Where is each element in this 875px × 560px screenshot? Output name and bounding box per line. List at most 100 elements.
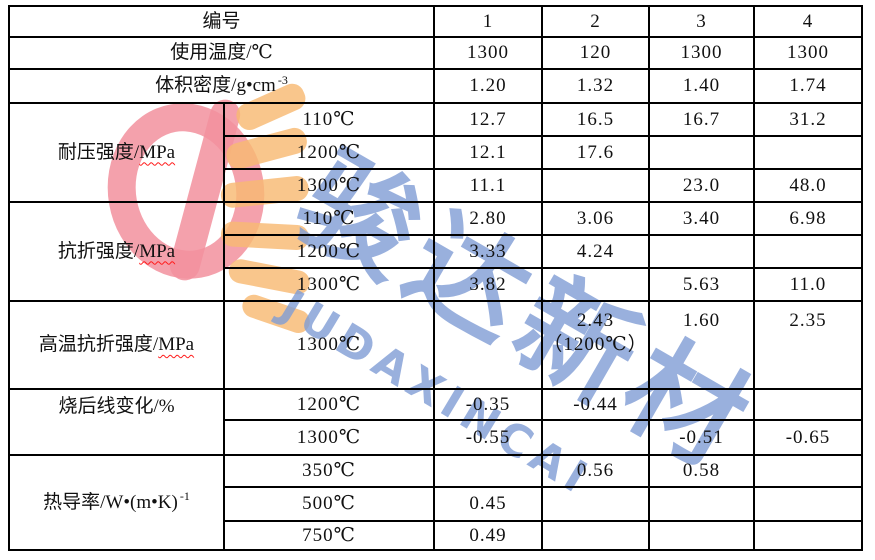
value-cell [753, 486, 864, 522]
value-note: （1200℃） [543, 333, 648, 355]
value-cell: 1.60 [648, 300, 756, 390]
unit-text-spellchecked: MPa [139, 240, 176, 262]
value-cell: -0.44 [541, 388, 651, 421]
value-cell: 5.63 [648, 267, 756, 302]
value-cell: 120 [541, 36, 651, 70]
table-row: 体积密度/g•cm -3 1.20 1.32 1.40 1.74 [7, 68, 864, 104]
value-cell: 12.7 [433, 102, 544, 137]
value-cell: 11.1 [433, 168, 544, 203]
value-cell: 2.35 [753, 300, 864, 390]
value-cell [648, 520, 756, 551]
temp-cell: 1200℃ [222, 388, 436, 421]
table-row: 烧后线变化/% 1200℃ -0.35 -0.44 [8, 388, 864, 456]
row-label-bulk-density: 体积密度/g•cm -3 [7, 68, 436, 104]
value-cell [753, 234, 864, 269]
value-cell: -0.51 [648, 419, 756, 456]
table-row: 热导率/W•(m•K) -1 350℃ 0.56 0.58 [8, 454, 864, 551]
temp-cell: 110℃ [222, 102, 436, 137]
value-cell: 1300 [648, 36, 756, 70]
value-cell: 17.6 [541, 135, 651, 170]
value-cell [753, 135, 864, 170]
temp-cell: 1300℃ [222, 419, 436, 456]
table-row: 750℃ 0.49 [9, 520, 864, 551]
value-cell: 1.40 [648, 68, 756, 104]
table-row: 编号 1 2 3 4 [7, 5, 864, 38]
value-cell: 11.0 [753, 267, 864, 302]
row-label-compressive-strength: 耐压强度/MPa [8, 102, 225, 203]
value-cell: 3.82 [433, 267, 544, 302]
temp-cell: 1300℃ [222, 267, 436, 302]
value-cell: 16.5 [541, 102, 651, 137]
value-cell: 2.43 （1200℃） [541, 300, 651, 390]
temp-cell: 1300℃ [222, 300, 436, 390]
value-cell: 6.98 [753, 201, 864, 236]
value-cell: 0.56 [541, 454, 651, 488]
value-cell: 12.1 [433, 135, 544, 170]
table-row: 1200℃ 12.1 17.6 [9, 135, 864, 170]
col-header-cell: 3 [648, 5, 756, 38]
value-cell: 23.0 [648, 168, 756, 203]
temp-cell: 500℃ [222, 486, 436, 522]
temp-cell: 1200℃ [222, 234, 436, 269]
value-cell: 1.74 [753, 68, 864, 104]
value-cell: 4.24 [541, 234, 651, 269]
value-cell: 3.06 [541, 201, 651, 236]
value-cell: -0.35 [433, 388, 544, 421]
value-cell [648, 388, 756, 421]
col-header-cell: 1 [433, 5, 544, 38]
table-row: 抗折强度/MPa 110℃ 2.80 3.06 3.40 6.98 [8, 201, 864, 302]
value-cell: 31.2 [753, 102, 864, 137]
table-row: 高温抗折强度/MPa 1300℃ 2.43 （1200℃） 1.60 2.35 [8, 300, 864, 390]
value-cell [433, 300, 544, 390]
value-cell: 1.20 [433, 68, 544, 104]
label-text: 热导率/W•(m•K) [43, 491, 178, 513]
value-cell [753, 520, 864, 551]
col-header-cell: 2 [541, 5, 651, 38]
value-text: 2.43 [576, 310, 615, 331]
unit-text-spellchecked: MPa [139, 141, 176, 163]
value-cell [541, 486, 651, 522]
value-cell: 3.33 [433, 234, 544, 269]
temp-cell: 110℃ [222, 201, 436, 236]
value-cell: -0.65 [753, 419, 864, 456]
value-cell [541, 520, 651, 551]
temp-cell: 350℃ [222, 454, 436, 488]
value-cell: 48.0 [753, 168, 864, 203]
table-row: 1300℃ -0.55 -0.51 -0.65 [9, 419, 864, 456]
superscript: -3 [277, 72, 288, 87]
value-cell: 0.49 [433, 520, 544, 551]
value-cell: 2.80 [433, 201, 544, 236]
label-text: 体积密度/g•cm [155, 75, 276, 97]
value-cell: 0.45 [433, 486, 544, 522]
value-cell: 16.7 [648, 102, 756, 137]
value-cell: 1300 [753, 36, 864, 70]
label-text: 耐压强度/ [57, 141, 140, 163]
value-cell: 1300 [433, 36, 544, 70]
value-cell [648, 135, 756, 170]
temp-cell: 1200℃ [222, 135, 436, 170]
value-cell [753, 388, 864, 421]
value-cell: 3.40 [648, 201, 756, 236]
value-cell [753, 454, 864, 488]
temp-cell: 1300℃ [222, 168, 436, 203]
col-header-cell: 4 [753, 5, 864, 38]
row-label-linear-change-after-firing: 烧后线变化/% [8, 388, 225, 456]
table-row: 500℃ 0.45 [9, 486, 864, 522]
value-cell [541, 168, 651, 203]
label-text: 高温抗折强度/ [38, 334, 159, 356]
value-cell [648, 234, 756, 269]
value-cell [541, 419, 651, 456]
label-text: 抗折强度/ [57, 240, 140, 262]
unit-text-spellchecked: MPa [158, 334, 195, 356]
value-cell: 0.58 [648, 454, 756, 488]
value-cell [648, 486, 756, 522]
row-label-thermal-conductivity: 热导率/W•(m•K) -1 [8, 454, 225, 551]
row-label-flexural-strength: 抗折强度/MPa [8, 201, 225, 302]
value-cell: 1.32 [541, 68, 651, 104]
temp-cell: 750℃ [222, 520, 436, 551]
value-cell [433, 454, 544, 488]
table-row: 耐压强度/MPa 110℃ 12.7 16.5 16.7 31.2 [8, 102, 864, 203]
value-cell [541, 267, 651, 302]
row-label-service-temperature: 使用温度/℃ [7, 36, 436, 70]
row-label-number: 编号 [7, 5, 436, 38]
